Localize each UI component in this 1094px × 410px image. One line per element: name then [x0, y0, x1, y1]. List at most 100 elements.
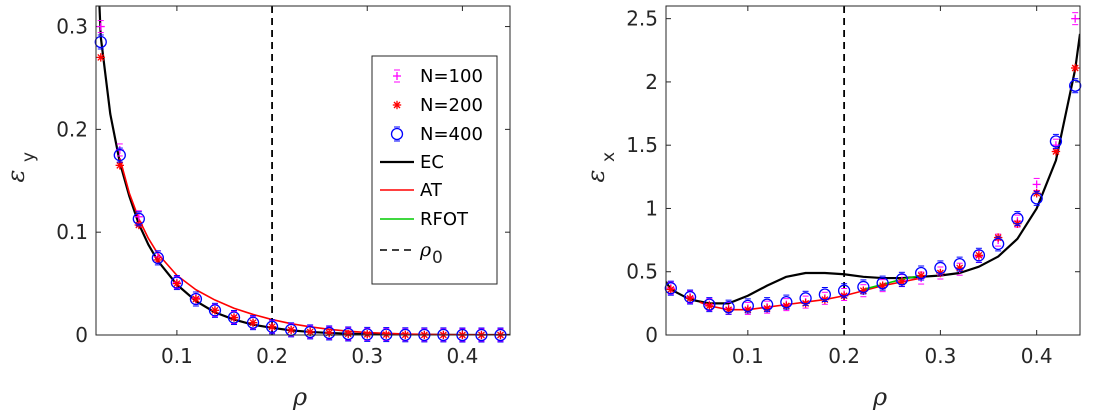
marker-n400-right	[837, 283, 851, 299]
xtick-label-left: 0.1	[161, 344, 193, 368]
marker-n200-left	[172, 279, 182, 288]
xtick-label-right: 0.2	[828, 344, 860, 368]
curve-at-left	[119, 157, 510, 335]
xtick-label-right: 0.1	[732, 344, 764, 368]
marker-n400-right	[1011, 211, 1024, 227]
marker-n400-right	[1069, 78, 1082, 94]
curve-rfot-right	[863, 274, 922, 291]
ytick-label-right: 2	[645, 70, 658, 94]
marker-n400-left	[246, 315, 260, 331]
legend-label-n400: N=400	[420, 124, 483, 145]
legend-marker-n400	[390, 126, 404, 142]
legend-label-rfot: RFOT	[420, 209, 469, 230]
marker-n100-left	[96, 20, 105, 34]
ytick-label-left: 0.1	[56, 220, 88, 244]
xlabel-right: ρ	[872, 383, 887, 410]
xlabel-left: ρ	[292, 383, 307, 410]
marker-n200-left	[134, 220, 144, 230]
marker-n400-right	[1049, 133, 1063, 149]
ytick-label-right: 2.5	[626, 7, 658, 31]
marker-n400-left	[132, 211, 145, 227]
marker-n200-right	[993, 233, 1003, 242]
left-ticks: 0.1 0.2 0.3 0.4 0 0.1 0.2 0.3	[56, 6, 510, 368]
marker-n400-left	[170, 275, 184, 291]
marker-n400-left	[342, 326, 355, 342]
marker-n200-left	[229, 313, 239, 322]
marker-n200-left	[363, 330, 372, 339]
marker-n400-right	[895, 271, 909, 287]
legend-marker-n100	[393, 69, 401, 83]
xtick-label-right: 0.4	[1021, 344, 1053, 368]
xtick-label-left: 0.3	[351, 344, 383, 368]
marker-n400-right	[818, 287, 832, 303]
marker-n400-left	[227, 310, 241, 326]
marker-n200-left	[248, 318, 258, 327]
legend-box	[371, 55, 498, 285]
marker-n400-right	[876, 275, 889, 291]
ytick-label-left: 0.2	[56, 117, 88, 141]
axes-box-left	[95, 5, 511, 336]
marker-n400-left	[151, 250, 165, 266]
marker-n400-right	[722, 299, 735, 315]
legend-label-rho0-sub: 0	[432, 248, 443, 268]
marker-n400-left	[303, 324, 317, 340]
legend: N=100 N=200 N=400 EC AT RFOT ρ 0	[371, 55, 498, 285]
marker-n400-left	[265, 319, 279, 335]
ylabel-right: ε x	[582, 152, 619, 183]
right-markers	[664, 12, 1082, 315]
marker-n400-right	[857, 279, 870, 295]
marker-n400-left	[94, 34, 107, 50]
marker-n400-left	[113, 147, 126, 163]
marker-n400-right	[664, 280, 677, 296]
ylabel-left-sub: y	[19, 152, 39, 162]
marker-n400-right	[992, 236, 1005, 252]
marker-n400-right	[972, 247, 986, 263]
legend-label-n100: N=100	[420, 66, 483, 87]
marker-n400-right	[760, 297, 774, 313]
marker-n400-right	[703, 297, 716, 313]
marker-n200-left	[267, 322, 277, 331]
marker-n200-left	[96, 53, 105, 62]
axes-box-right	[665, 5, 1081, 336]
marker-n400-right	[934, 260, 947, 276]
marker-n400-right	[683, 289, 697, 305]
marker-n400-right	[1030, 190, 1043, 206]
xtick-label-right: 0.3	[924, 344, 956, 368]
ytick-label-right: 1.5	[626, 133, 658, 157]
marker-n200-left	[324, 328, 334, 338]
ylabel-right-sub: x	[599, 152, 619, 162]
panel-epsilon-x: 0.1 0.2 0.3 0.4 0 0.5 1 1.5 2 2.5 ρ ε x	[582, 5, 1082, 410]
ylabel-left-symbol: ε	[2, 170, 30, 183]
xtick-label-left: 0.2	[256, 344, 288, 368]
right-ticks: 0.1 0.2 0.3 0.4 0 0.5 1 1.5 2 2.5	[626, 6, 1080, 368]
legend-label-rho0: ρ	[419, 239, 432, 261]
marker-n400-left	[361, 326, 374, 342]
marker-n400-right	[953, 256, 966, 272]
marker-n200-right	[1070, 63, 1080, 73]
ytick-label-left: 0	[75, 323, 88, 347]
marker-n200-right	[705, 301, 714, 311]
marker-n200-left	[210, 306, 220, 315]
legend-label-at: AT	[420, 180, 443, 201]
marker-n200-left	[344, 329, 353, 339]
legend-label-ec: EC	[420, 152, 444, 173]
marker-n400-right	[780, 294, 793, 310]
marker-n200-right	[666, 285, 676, 294]
legend-label-n200: N=200	[420, 95, 483, 116]
ytick-label-right: 1	[645, 196, 658, 220]
marker-n400-right	[741, 298, 754, 314]
marker-n100-right	[1071, 12, 1080, 26]
marker-n400-left	[208, 302, 222, 318]
legend-items	[380, 69, 414, 251]
plot-area-right	[666, 6, 1080, 335]
ylabel-right-symbol: ε	[582, 170, 610, 183]
ylabel-left: ε y	[2, 152, 39, 183]
marker-n200-left	[191, 294, 201, 304]
marker-n200-left	[286, 325, 296, 335]
marker-n400-right	[914, 265, 928, 281]
ytick-label-left: 0.3	[56, 15, 88, 39]
marker-n200-right	[685, 294, 695, 303]
ytick-label-right: 0	[645, 323, 658, 347]
marker-n400-right	[799, 290, 812, 306]
